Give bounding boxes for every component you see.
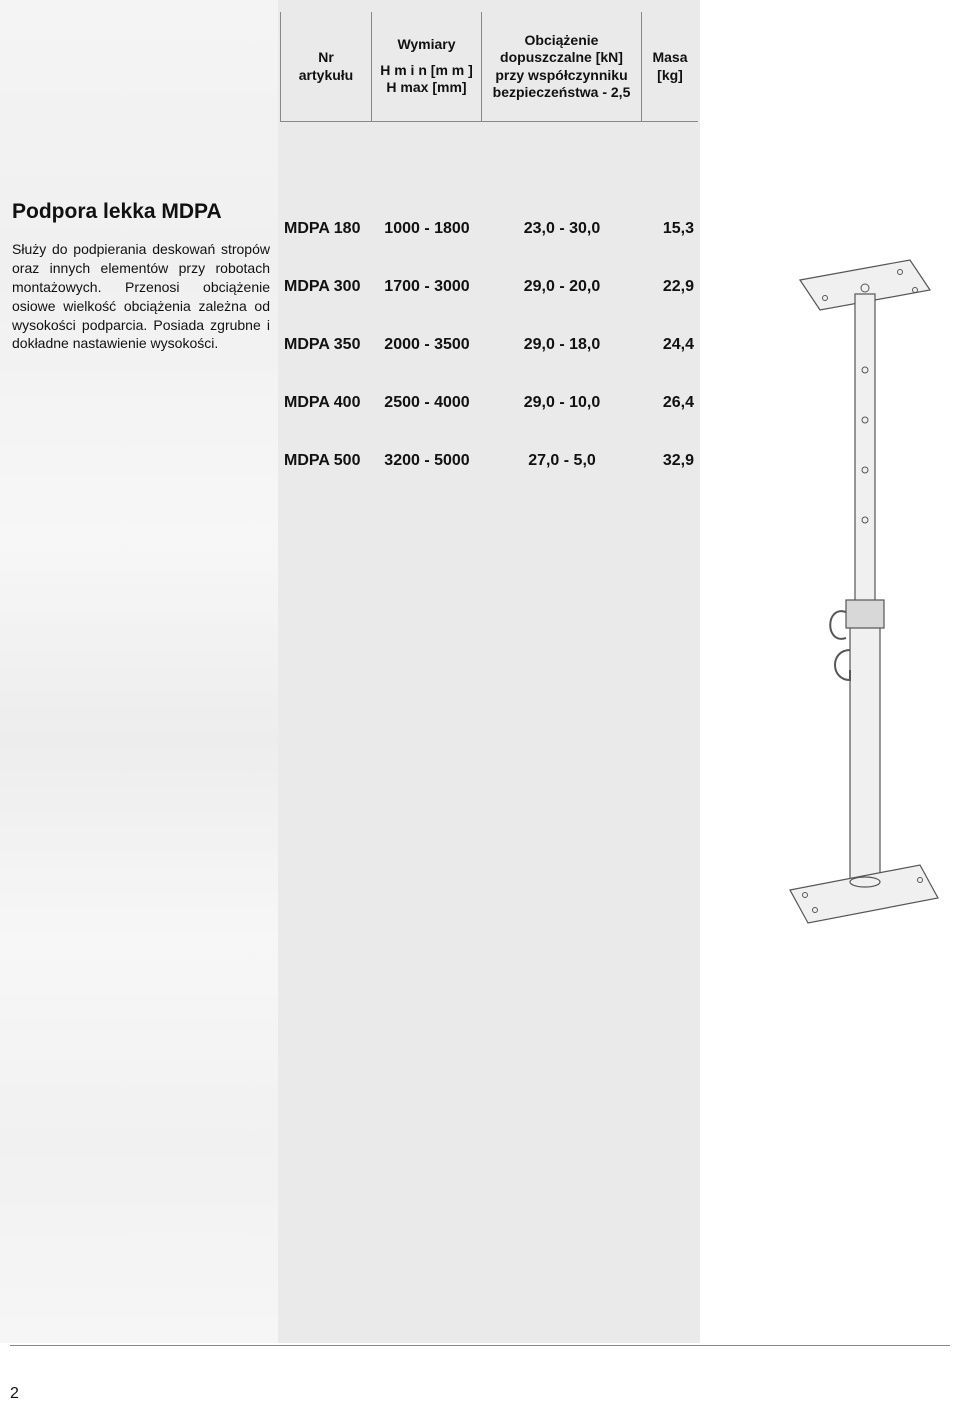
- cell-wym: 2500 - 4000: [372, 394, 482, 412]
- cell-nr: MDPA 350: [280, 336, 372, 354]
- header-masa-line1: Masa: [652, 49, 687, 67]
- cell-nr: MDPA 180: [280, 220, 372, 238]
- cell-wym: 3200 - 5000: [372, 452, 482, 470]
- cell-masa: 26,4: [642, 394, 698, 412]
- header-obc-line3: przy współczynniku: [495, 67, 627, 85]
- cell-nr: MDPA 400: [280, 394, 372, 412]
- cell-wym: 2000 - 3500: [372, 336, 482, 354]
- cell-masa: 24,4: [642, 336, 698, 354]
- cell-wym: 1700 - 3000: [372, 278, 482, 296]
- page-number: 2: [10, 1385, 19, 1403]
- cell-nr: MDPA 500: [280, 452, 372, 470]
- cell-obc: 29,0 - 20,0: [482, 278, 642, 296]
- header-cell-wymiary: Wymiary H m i n [m m ] H max [mm]: [372, 12, 482, 121]
- table-row: MDPA 400 2500 - 4000 29,0 - 10,0 26,4: [280, 374, 698, 432]
- table-row: MDPA 500 3200 - 5000 27,0 - 5,0 32,9: [280, 432, 698, 490]
- cell-obc: 29,0 - 10,0: [482, 394, 642, 412]
- prop-illustration: [770, 250, 940, 930]
- cell-wym: 1000 - 1800: [372, 220, 482, 238]
- header-cell-masa: Masa [kg]: [642, 12, 698, 121]
- table-row: MDPA 300 1700 - 3000 29,0 - 20,0 22,9: [280, 258, 698, 316]
- section-description: Służy do podpierania deskowań stropów or…: [12, 240, 270, 353]
- table-header-row: Nr artykułu Wymiary H m i n [m m ] H max…: [280, 12, 698, 122]
- cell-masa: 32,9: [642, 452, 698, 470]
- header-cell-nr: Nr artykułu: [280, 12, 372, 121]
- header-nr-line1: Nr: [318, 49, 334, 67]
- cell-obc: 23,0 - 30,0: [482, 220, 642, 238]
- section-title: Podpora lekka MDPA: [12, 200, 222, 224]
- header-masa-line2: [kg]: [657, 67, 683, 85]
- header-wym-line2: H max [mm]: [386, 79, 466, 97]
- header-wym-title: Wymiary: [397, 36, 455, 54]
- cell-obc: 29,0 - 18,0: [482, 336, 642, 354]
- header-wym-line1: H m i n [m m ]: [380, 62, 473, 80]
- table-row: MDPA 180 1000 - 1800 23,0 - 30,0 15,3: [280, 200, 698, 258]
- header-obc-line1: Obciążenie: [525, 32, 599, 50]
- header-cell-obciazenie: Obciążenie dopuszczalne [kN] przy współc…: [482, 12, 642, 121]
- cell-masa: 15,3: [642, 220, 698, 238]
- bottom-rule: [10, 1345, 950, 1346]
- cell-masa: 22,9: [642, 278, 698, 296]
- header-obc-line4: bezpieczeństwa - 2,5: [493, 84, 631, 102]
- data-table: MDPA 180 1000 - 1800 23,0 - 30,0 15,3 MD…: [280, 200, 698, 490]
- header-obc-line2: dopuszczalne [kN]: [500, 49, 623, 67]
- table-row: MDPA 350 2000 - 3500 29,0 - 18,0 24,4: [280, 316, 698, 374]
- cell-nr: MDPA 300: [280, 278, 372, 296]
- cell-obc: 27,0 - 5,0: [482, 452, 642, 470]
- header-nr-line2: artykułu: [299, 67, 353, 85]
